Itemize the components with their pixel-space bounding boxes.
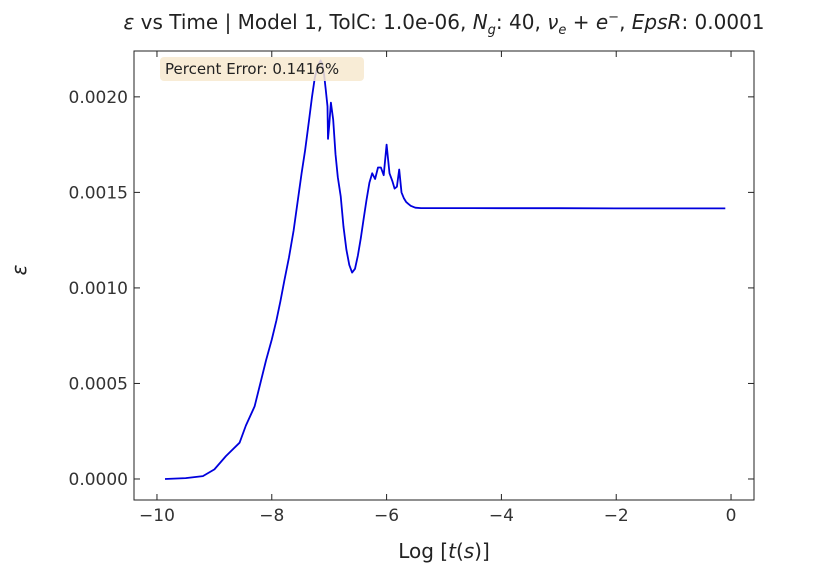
y-tick-label: 0.0000 xyxy=(69,470,128,490)
x-axis-label: Log [t(s)] xyxy=(398,539,490,563)
x-tick-label: −10 xyxy=(139,506,175,526)
y-tick-label: 0.0005 xyxy=(69,374,128,394)
x-tick-label: −4 xyxy=(489,506,514,526)
percent-error-annotation: Percent Error: 0.1416% xyxy=(165,60,339,78)
y-tick-label: 0.0020 xyxy=(69,88,128,108)
annotation-box xyxy=(160,57,364,81)
y-tick-label: 0.0010 xyxy=(69,279,128,299)
x-axis-ticks: −10 −8 −6 −4 −2 0 xyxy=(139,51,736,526)
x-tick-label: −8 xyxy=(259,506,284,526)
chart-title: ε vs Time | Model 1, TolC: 1.0e-06, Ng: … xyxy=(123,10,764,38)
x-tick-label: 0 xyxy=(726,506,737,526)
series-line-epsilon xyxy=(164,59,726,480)
plot-frame xyxy=(133,50,755,501)
y-axis-label: ε xyxy=(7,264,31,275)
y-axis-ticks: 0.0000 0.0005 0.0010 0.0015 0.0020 xyxy=(69,88,754,490)
y-tick-label: 0.0015 xyxy=(69,183,128,203)
x-tick-label: −6 xyxy=(374,506,399,526)
x-tick-label: −2 xyxy=(604,506,629,526)
